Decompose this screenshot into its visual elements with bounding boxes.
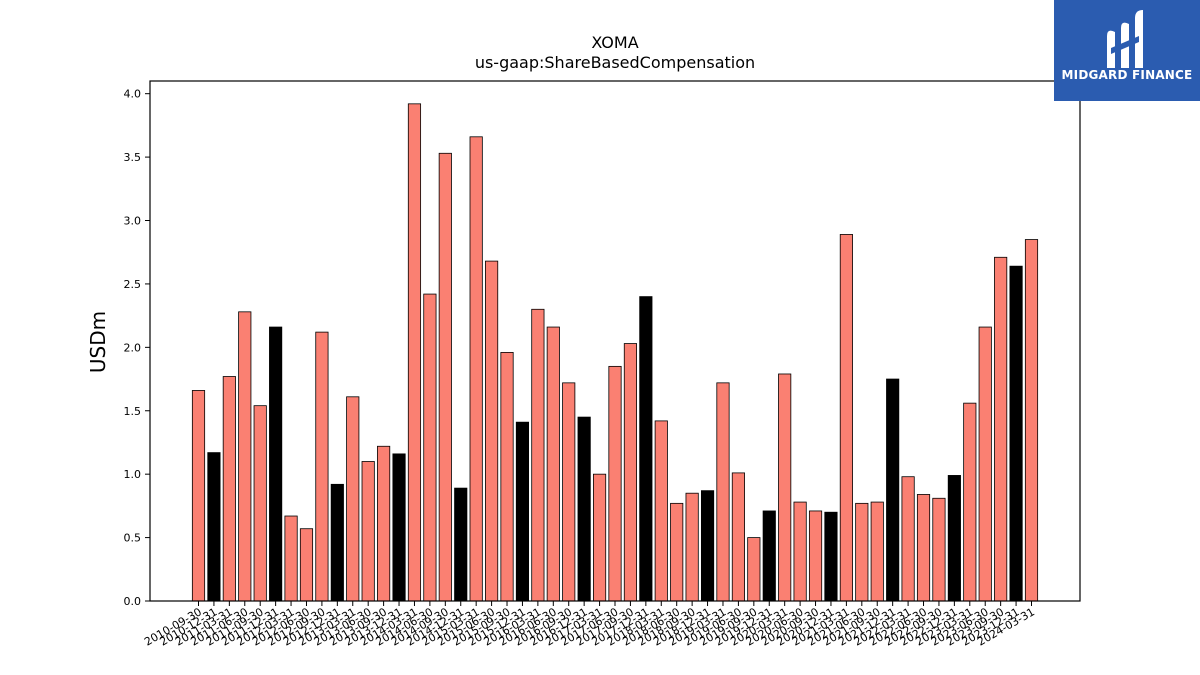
bar-2010-09-30: [191, 390, 206, 602]
y-tick-label: 2.0: [124, 341, 142, 354]
bar-2019-03-31: [716, 382, 730, 602]
y-tick-label: 1.5: [124, 405, 142, 418]
bar-2016-06-30: [546, 326, 560, 602]
bar-2017-09-30: [623, 343, 638, 602]
bar-2015-06-30: [485, 260, 499, 602]
bar-2023-03-31: [963, 402, 977, 602]
chart-subtitle: us-gaap:ShareBasedCompensation: [475, 53, 755, 72]
y-tick-label: 3.5: [124, 151, 142, 164]
x-axis-ticks: 2010-09-302010-12-312011-03-312011-06-30…: [142, 601, 1037, 649]
bar-2015-09-30: [500, 352, 514, 602]
bar-2020-12-31: [824, 511, 838, 602]
bar-2020-06-30: [793, 501, 807, 602]
bar-2024-03-31: [1024, 239, 1039, 602]
y-axis-ticks: 0.0 0.5 1.0 1.5 2.0 2.5 3.0 3.5 4.0: [124, 88, 150, 608]
bar-2018-03-31: [654, 420, 668, 602]
midgard-logo-icon: [1107, 10, 1143, 68]
bar-2013-09-30: [377, 445, 391, 602]
bars-group: [191, 103, 1039, 602]
bar-2016-09-30: [562, 382, 576, 602]
bar-2023-06-30: [978, 326, 992, 602]
bar-2019-09-30: [747, 537, 761, 602]
bar-2016-03-31: [531, 308, 545, 602]
bar-2014-12-31: [454, 487, 468, 602]
bar-2014-09-30: [438, 152, 452, 602]
y-tick-label: 0.5: [124, 532, 142, 545]
bar-2011-03-31: [222, 376, 236, 602]
bar-2021-09-30: [870, 501, 884, 602]
y-axis-label: USDm: [86, 311, 110, 373]
plot-frame: [149, 80, 1081, 602]
bar-2012-03-31: [284, 515, 298, 602]
bar-2015-12-31: [515, 421, 530, 602]
y-tick-label: 2.5: [124, 278, 142, 291]
bar-2022-12-31: [947, 475, 961, 602]
bar-2013-03-31: [346, 396, 360, 602]
bar-2017-06-30: [608, 365, 622, 602]
bar-2021-03-31: [839, 234, 853, 602]
y-tick-label: 3.0: [124, 215, 142, 228]
bar-2023-09-30: [994, 256, 1008, 602]
bar-2012-12-31: [330, 483, 344, 602]
bar-2017-12-31: [639, 296, 653, 602]
bar-2018-06-30: [670, 502, 684, 602]
bar-2022-06-30: [916, 494, 931, 602]
y-tick-label: 0.0: [124, 595, 142, 608]
bar-2022-09-30: [932, 497, 946, 602]
bar-2020-09-30: [808, 510, 823, 602]
bar-2021-12-31: [886, 378, 900, 602]
bar-2015-03-31: [469, 136, 483, 602]
bar-2013-12-31: [392, 453, 406, 602]
y-tick-label: 1.0: [124, 468, 142, 481]
bar-2019-12-31: [762, 510, 776, 602]
bar-2013-06-30: [361, 461, 375, 602]
bar-2016-12-31: [577, 416, 591, 602]
bar-2023-12-31: [1009, 265, 1023, 602]
bar-2010-12-31: [207, 452, 221, 602]
bar-2014-03-31: [407, 103, 422, 602]
bar-2011-09-30: [253, 405, 267, 602]
bar-2021-06-30: [855, 502, 869, 602]
midgard-finance-logo: MIDGARD FINANCE: [1054, 0, 1200, 101]
bar-2012-06-30: [299, 528, 314, 602]
y-tick-label: 4.0: [124, 88, 142, 101]
bar-2011-12-31: [269, 326, 283, 602]
chart-title: XOMA: [591, 33, 638, 52]
bar-2011-06-30: [238, 311, 252, 602]
bar-2018-12-31: [700, 490, 715, 602]
bar-2020-03-31: [778, 373, 792, 602]
bar-2012-09-30: [315, 331, 329, 602]
bar-2018-09-30: [685, 492, 699, 602]
bar-2014-06-30: [423, 293, 437, 602]
bar-2017-03-31: [593, 473, 607, 602]
logo-text: MIDGARD FINANCE: [1061, 68, 1193, 82]
bar-2022-03-31: [901, 476, 915, 602]
bar-2019-06-30: [731, 472, 745, 602]
